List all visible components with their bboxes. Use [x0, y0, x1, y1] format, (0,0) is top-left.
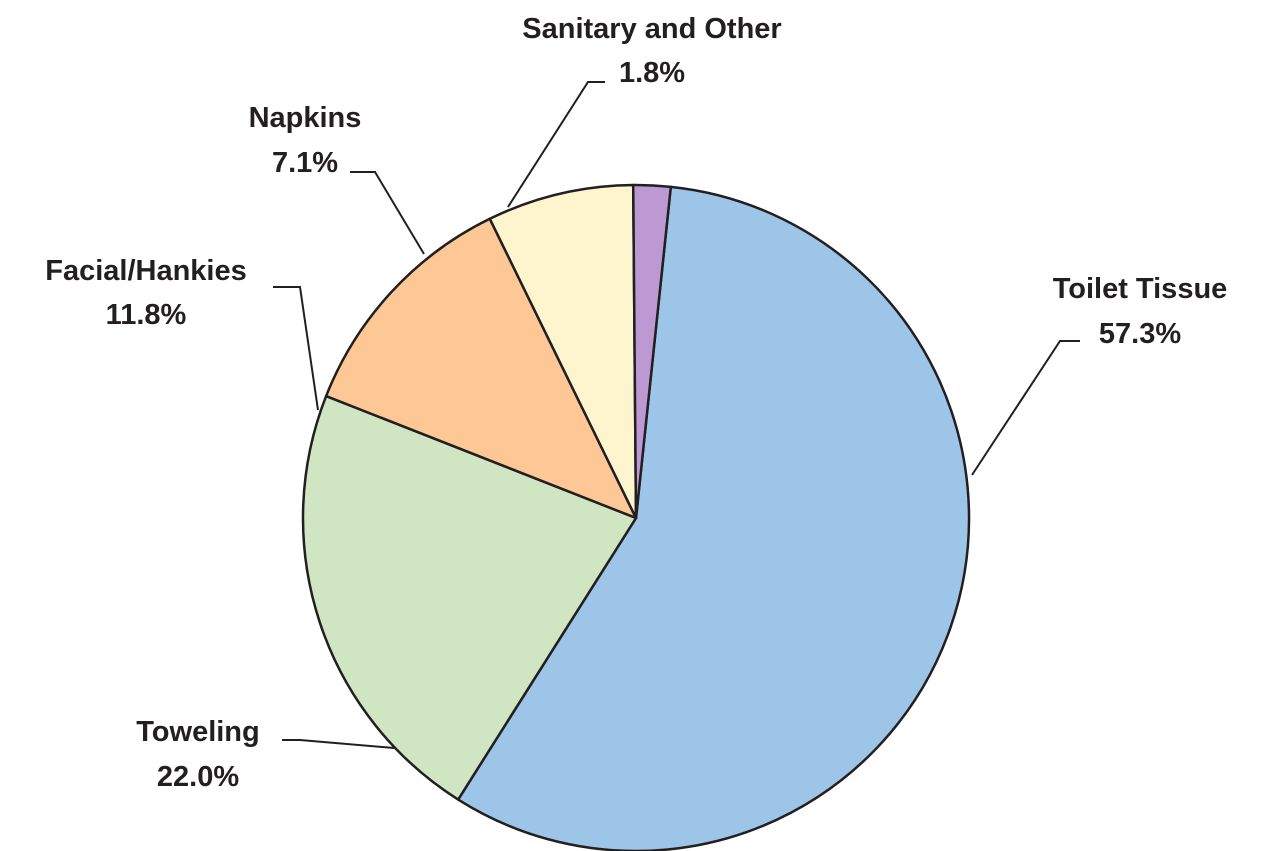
slice-label-sanitary-and-other: Sanitary and Other — [522, 13, 781, 45]
pie-slice-facial-hankies — [324, 217, 638, 520]
slice-label-napkins: Napkins — [249, 102, 362, 134]
slice-value-sanitary-and-other: 1.8% — [619, 57, 685, 89]
pie-slice-toweling — [301, 394, 638, 801]
leader-toweling — [282, 739, 395, 749]
pie-slice-sanitary-and-other — [631, 183, 673, 520]
slice-value-napkins: 7.1% — [272, 147, 338, 179]
leader-sanitary-and-other — [507, 81, 605, 208]
leader-napkins — [350, 171, 425, 255]
leader-facial-hankies — [273, 286, 319, 411]
leader-lines — [273, 81, 1080, 749]
pie-slice-napkins — [488, 183, 638, 520]
slice-value-facial-hankies: 11.8% — [106, 299, 187, 331]
slice-value-toilet-tissue: 57.3% — [1099, 318, 1181, 350]
pie-slices — [301, 183, 971, 851]
slice-label-toilet-tissue: Toilet Tissue — [1053, 273, 1228, 305]
slice-label-facial-hankies: Facial/Hankies — [45, 255, 247, 287]
slice-label-toweling: Toweling — [136, 716, 260, 748]
leader-toilet-tissue — [971, 340, 1080, 476]
slice-value-toweling: 22.0% — [157, 761, 239, 793]
